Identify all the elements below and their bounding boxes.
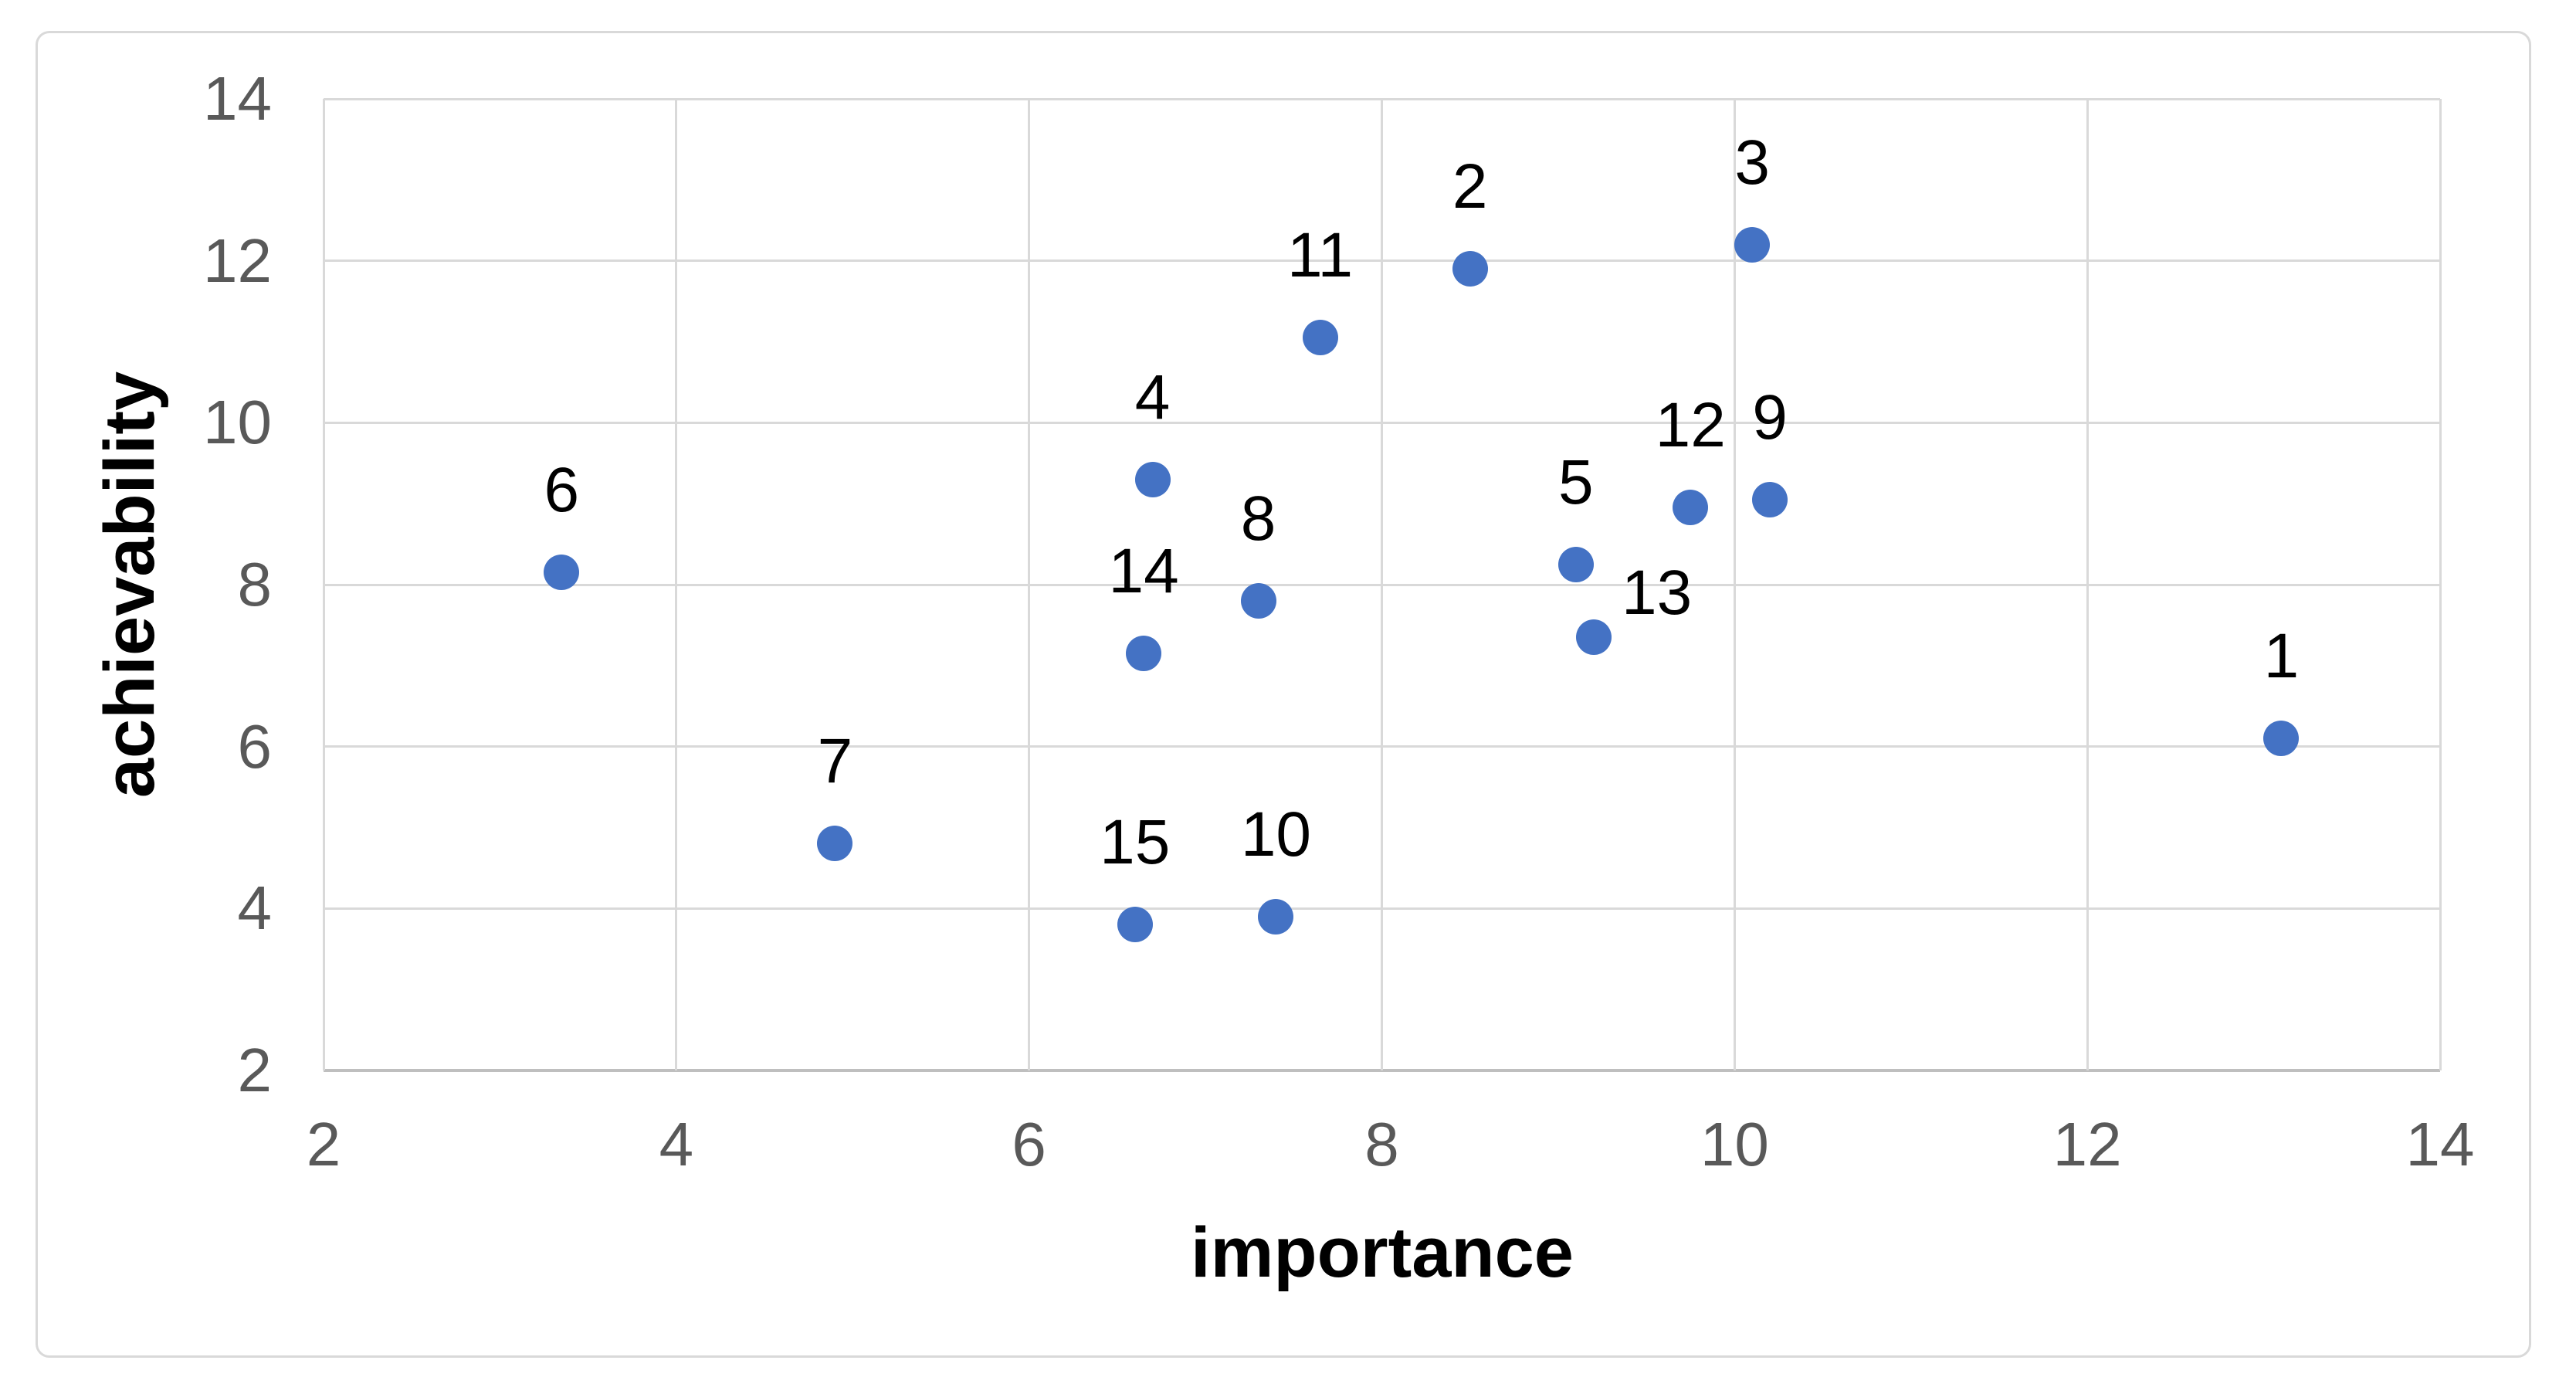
data-point-label-11: 11: [1286, 220, 1354, 291]
x-tick-label-10: 10: [1700, 1110, 1769, 1179]
x-tick-label-12: 12: [2052, 1110, 2122, 1179]
x-tick-label-2: 2: [306, 1110, 341, 1179]
data-point-label-10: 10: [1240, 799, 1312, 870]
data-point-label-15: 15: [1100, 807, 1171, 878]
y-tick-label-10: 10: [203, 388, 272, 457]
data-point-marker-2[interactable]: [1452, 251, 1488, 287]
gridline-v-8: [1381, 99, 1383, 1070]
data-point-marker-10[interactable]: [1258, 898, 1294, 935]
data-point-label-12: 12: [1655, 390, 1726, 461]
gridline-v-2: [322, 99, 325, 1070]
data-point-marker-11[interactable]: [1302, 320, 1338, 356]
data-point-label-8: 8: [1240, 483, 1276, 554]
data-point-marker-15[interactable]: [1117, 907, 1153, 943]
data-point-marker-8[interactable]: [1240, 582, 1276, 619]
data-point-marker-9[interactable]: [1752, 481, 1788, 517]
data-point-marker-6[interactable]: [544, 555, 580, 591]
data-point-marker-1[interactable]: [2263, 721, 2300, 757]
gridline-v-4: [675, 99, 678, 1070]
gridline-v-10: [1733, 99, 1736, 1070]
data-point-marker-3[interactable]: [1734, 226, 1771, 263]
data-point-label-1: 1: [2263, 621, 2300, 692]
data-point-marker-12[interactable]: [1673, 490, 1709, 526]
data-point-label-14: 14: [1108, 536, 1179, 607]
data-point-label-5: 5: [1557, 446, 1594, 517]
x-tick-label-8: 8: [1364, 1110, 1399, 1179]
data-point-label-9: 9: [1752, 382, 1788, 453]
x-axis-title: importance: [1191, 1213, 1574, 1292]
y-tick-label-4: 4: [237, 873, 273, 943]
data-point-label-6: 6: [544, 455, 580, 526]
y-tick-label-6: 6: [237, 711, 273, 781]
x-tick-label-6: 6: [1012, 1110, 1046, 1179]
gridline-v-6: [1028, 99, 1031, 1070]
data-point-marker-13[interactable]: [1575, 619, 1612, 656]
y-axis-title: achievability: [90, 371, 169, 799]
chart-border[interactable]: [36, 31, 2531, 1358]
data-point-marker-14[interactable]: [1126, 636, 1162, 672]
data-point-marker-4[interactable]: [1134, 461, 1171, 497]
x-tick-label-14: 14: [2405, 1110, 2475, 1179]
x-axis-line: [324, 1069, 2440, 1072]
x-tick-label-4: 4: [659, 1110, 694, 1179]
y-tick-label-2: 2: [237, 1036, 273, 1104]
y-tick-label-14: 14: [203, 64, 272, 133]
gridline-v-14: [2439, 99, 2442, 1070]
data-point-label-2: 2: [1452, 151, 1488, 222]
data-point-label-3: 3: [1734, 127, 1770, 198]
data-point-label-4: 4: [1134, 361, 1171, 432]
data-point-label-13: 13: [1621, 558, 1693, 629]
data-point-marker-7[interactable]: [817, 826, 853, 862]
y-tick-label-12: 12: [203, 226, 272, 295]
y-tick-label-8: 8: [237, 550, 273, 619]
data-point-label-7: 7: [817, 726, 853, 797]
data-point-marker-5[interactable]: [1557, 546, 1594, 582]
gridline-v-12: [2086, 99, 2089, 1070]
